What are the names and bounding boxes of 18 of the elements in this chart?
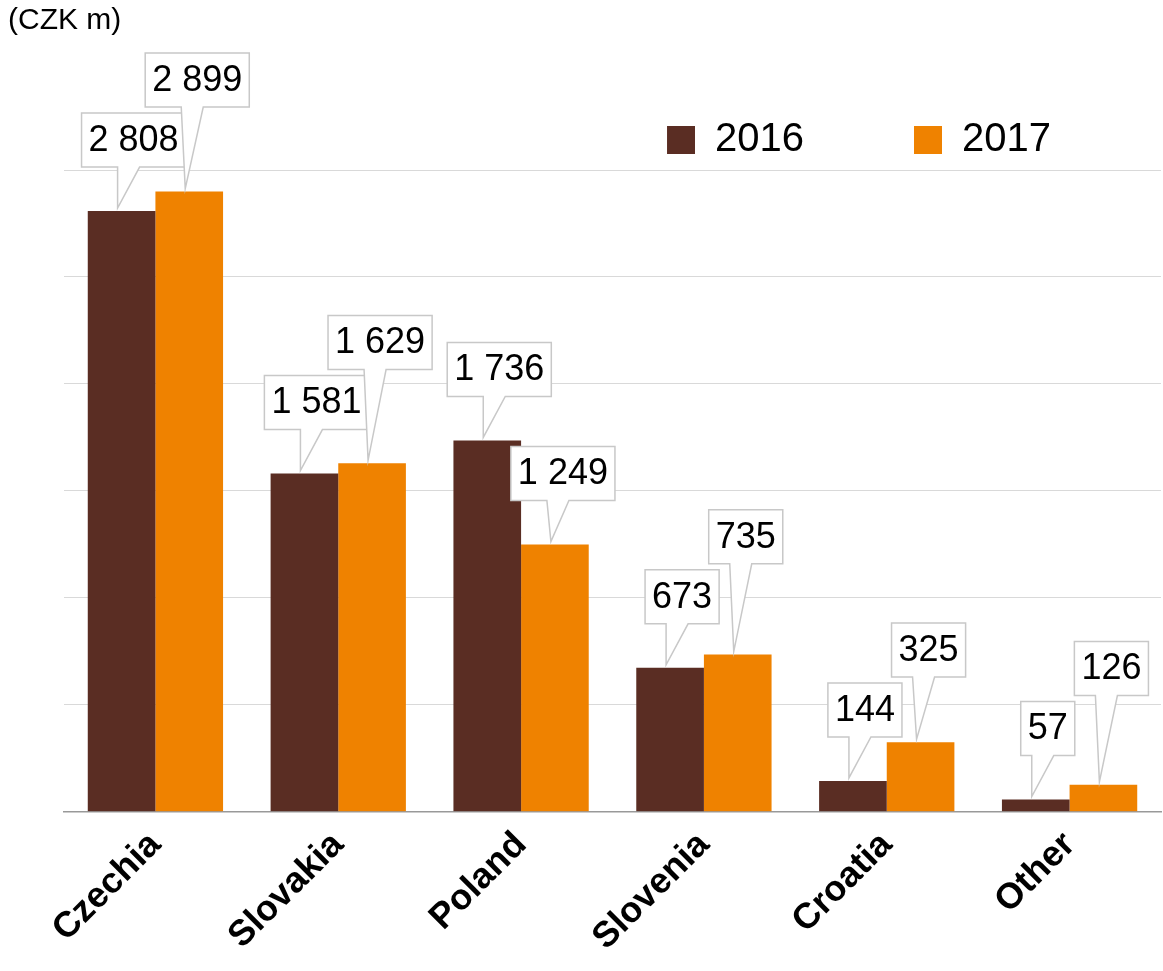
data-label: 1 736 [454,347,545,389]
data-label: 673 [652,574,713,616]
y-axis-title: (CZK m) [8,2,122,36]
data-label: 735 [715,514,776,556]
legend-label: 2017 [962,115,1051,160]
data-label: 2 899 [152,57,243,99]
data-label: 126 [1081,646,1142,688]
bar [1069,784,1138,812]
data-label: 57 [1027,706,1068,748]
data-label: 1 249 [517,451,608,493]
data-label: 325 [898,627,959,669]
data-label: 1 629 [335,320,426,362]
bar [1001,799,1070,812]
data-label: 2 808 [88,117,179,159]
data-label: 144 [834,687,895,729]
data-label: 1 581 [271,380,362,422]
legend-label: 2016 [715,115,805,160]
bar [819,780,887,812]
